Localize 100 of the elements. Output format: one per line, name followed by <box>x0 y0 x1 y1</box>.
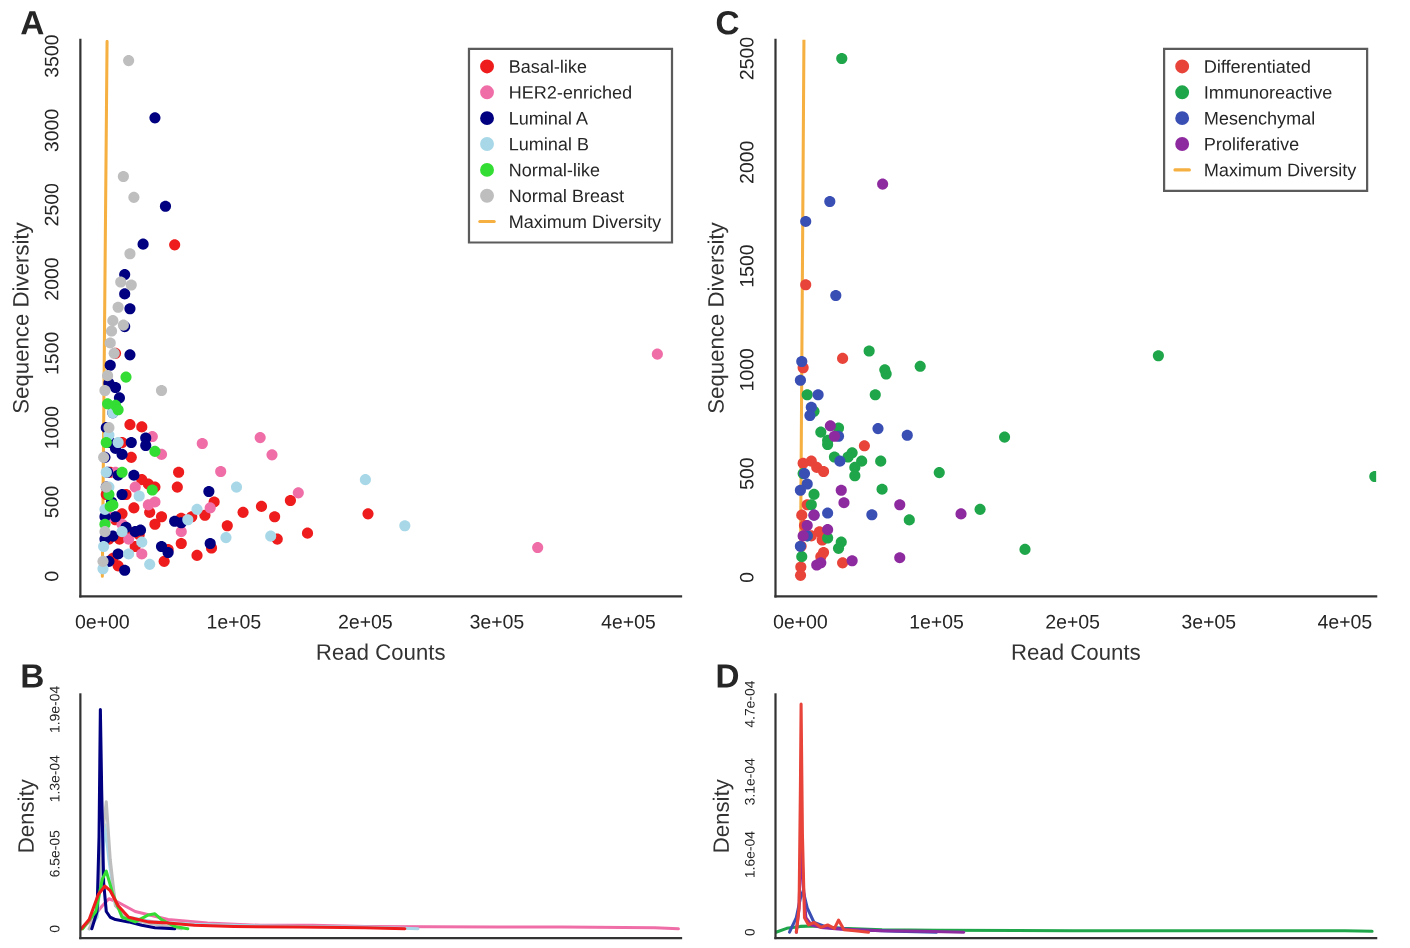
point <box>265 530 277 542</box>
point <box>203 485 215 498</box>
point <box>112 404 124 416</box>
point <box>849 470 861 482</box>
point <box>254 432 266 444</box>
point <box>123 533 135 545</box>
legend-label: Normal-like <box>510 163 600 177</box>
point <box>817 546 830 559</box>
x-tick-label: 0e+00 <box>773 614 827 629</box>
y-tick-label: 2500 <box>44 183 59 226</box>
point <box>362 508 374 520</box>
point <box>230 481 243 493</box>
y-tick-label: 1500 <box>44 332 59 374</box>
point <box>149 112 161 124</box>
line-series <box>794 702 870 934</box>
point <box>128 469 140 481</box>
point <box>136 421 148 433</box>
legend-label: Basal-like <box>510 59 587 73</box>
y-tick-label: 2000 <box>739 141 754 183</box>
point <box>136 548 148 560</box>
legend-label: Maximum Diversity <box>510 214 662 232</box>
point <box>837 352 849 364</box>
point <box>99 526 111 538</box>
point <box>801 389 813 401</box>
x-tick-label: 4e+05 <box>601 614 655 629</box>
x-axis-title: Read Counts <box>1012 643 1140 660</box>
point <box>169 239 181 251</box>
point <box>824 420 836 432</box>
point <box>215 465 227 478</box>
x-tick-label: 3e+05 <box>470 614 524 629</box>
point <box>812 389 824 401</box>
point <box>974 503 986 515</box>
point <box>933 467 945 479</box>
point <box>133 490 145 502</box>
point <box>651 348 663 360</box>
point <box>914 360 926 372</box>
point <box>901 429 913 441</box>
point <box>399 520 411 532</box>
point <box>144 558 156 570</box>
point <box>119 564 131 576</box>
y-tick-label: 2500 <box>739 37 754 80</box>
y-tick-label: 500 <box>44 486 59 518</box>
point <box>175 537 187 550</box>
point <box>125 279 137 291</box>
point <box>149 518 161 530</box>
point <box>204 537 216 550</box>
point <box>858 440 870 452</box>
point <box>119 288 131 300</box>
y-tick-label: 2000 <box>44 258 59 300</box>
point <box>99 384 111 397</box>
point <box>124 419 136 431</box>
legend-label: Differentiated <box>1205 59 1310 73</box>
point <box>794 374 806 386</box>
point <box>125 451 137 463</box>
point <box>102 398 114 410</box>
point <box>204 502 216 514</box>
point <box>532 542 544 554</box>
point <box>107 315 119 327</box>
point <box>105 325 118 337</box>
y-axis-title: Sequence Diversity <box>707 222 729 413</box>
chart-title: B <box>22 664 43 688</box>
point <box>142 499 154 511</box>
point <box>169 515 181 527</box>
point <box>955 508 967 520</box>
point <box>808 488 820 500</box>
point <box>125 436 137 449</box>
point <box>149 445 161 457</box>
chart-title: C <box>716 10 739 35</box>
point <box>112 548 124 560</box>
x-tick-label: 0e+00 <box>75 614 129 629</box>
y-axis-title: Density <box>712 779 734 852</box>
point <box>98 540 110 553</box>
point <box>824 195 836 208</box>
point <box>115 276 127 288</box>
legend-label: Mesenchymal <box>1205 111 1314 129</box>
y-tick-label: 3000 <box>44 109 59 152</box>
point <box>836 52 848 65</box>
point <box>999 431 1011 443</box>
point <box>894 552 906 564</box>
x-tick-label: 4e+05 <box>1318 614 1372 629</box>
point <box>875 455 887 467</box>
point <box>237 506 249 518</box>
point <box>835 484 847 496</box>
point <box>796 509 808 521</box>
y-tick-label: 1500 <box>739 245 754 287</box>
y-axis-title: Sequence Diversity <box>12 222 34 413</box>
point <box>255 500 268 512</box>
point <box>894 499 906 511</box>
point <box>112 301 124 313</box>
point <box>117 170 129 183</box>
point <box>191 549 203 561</box>
point <box>124 248 136 260</box>
point <box>301 527 314 539</box>
point <box>866 509 878 521</box>
point <box>846 555 858 567</box>
point <box>269 511 281 523</box>
point <box>797 457 809 469</box>
point <box>794 484 806 496</box>
point <box>220 532 232 544</box>
point <box>869 389 881 401</box>
